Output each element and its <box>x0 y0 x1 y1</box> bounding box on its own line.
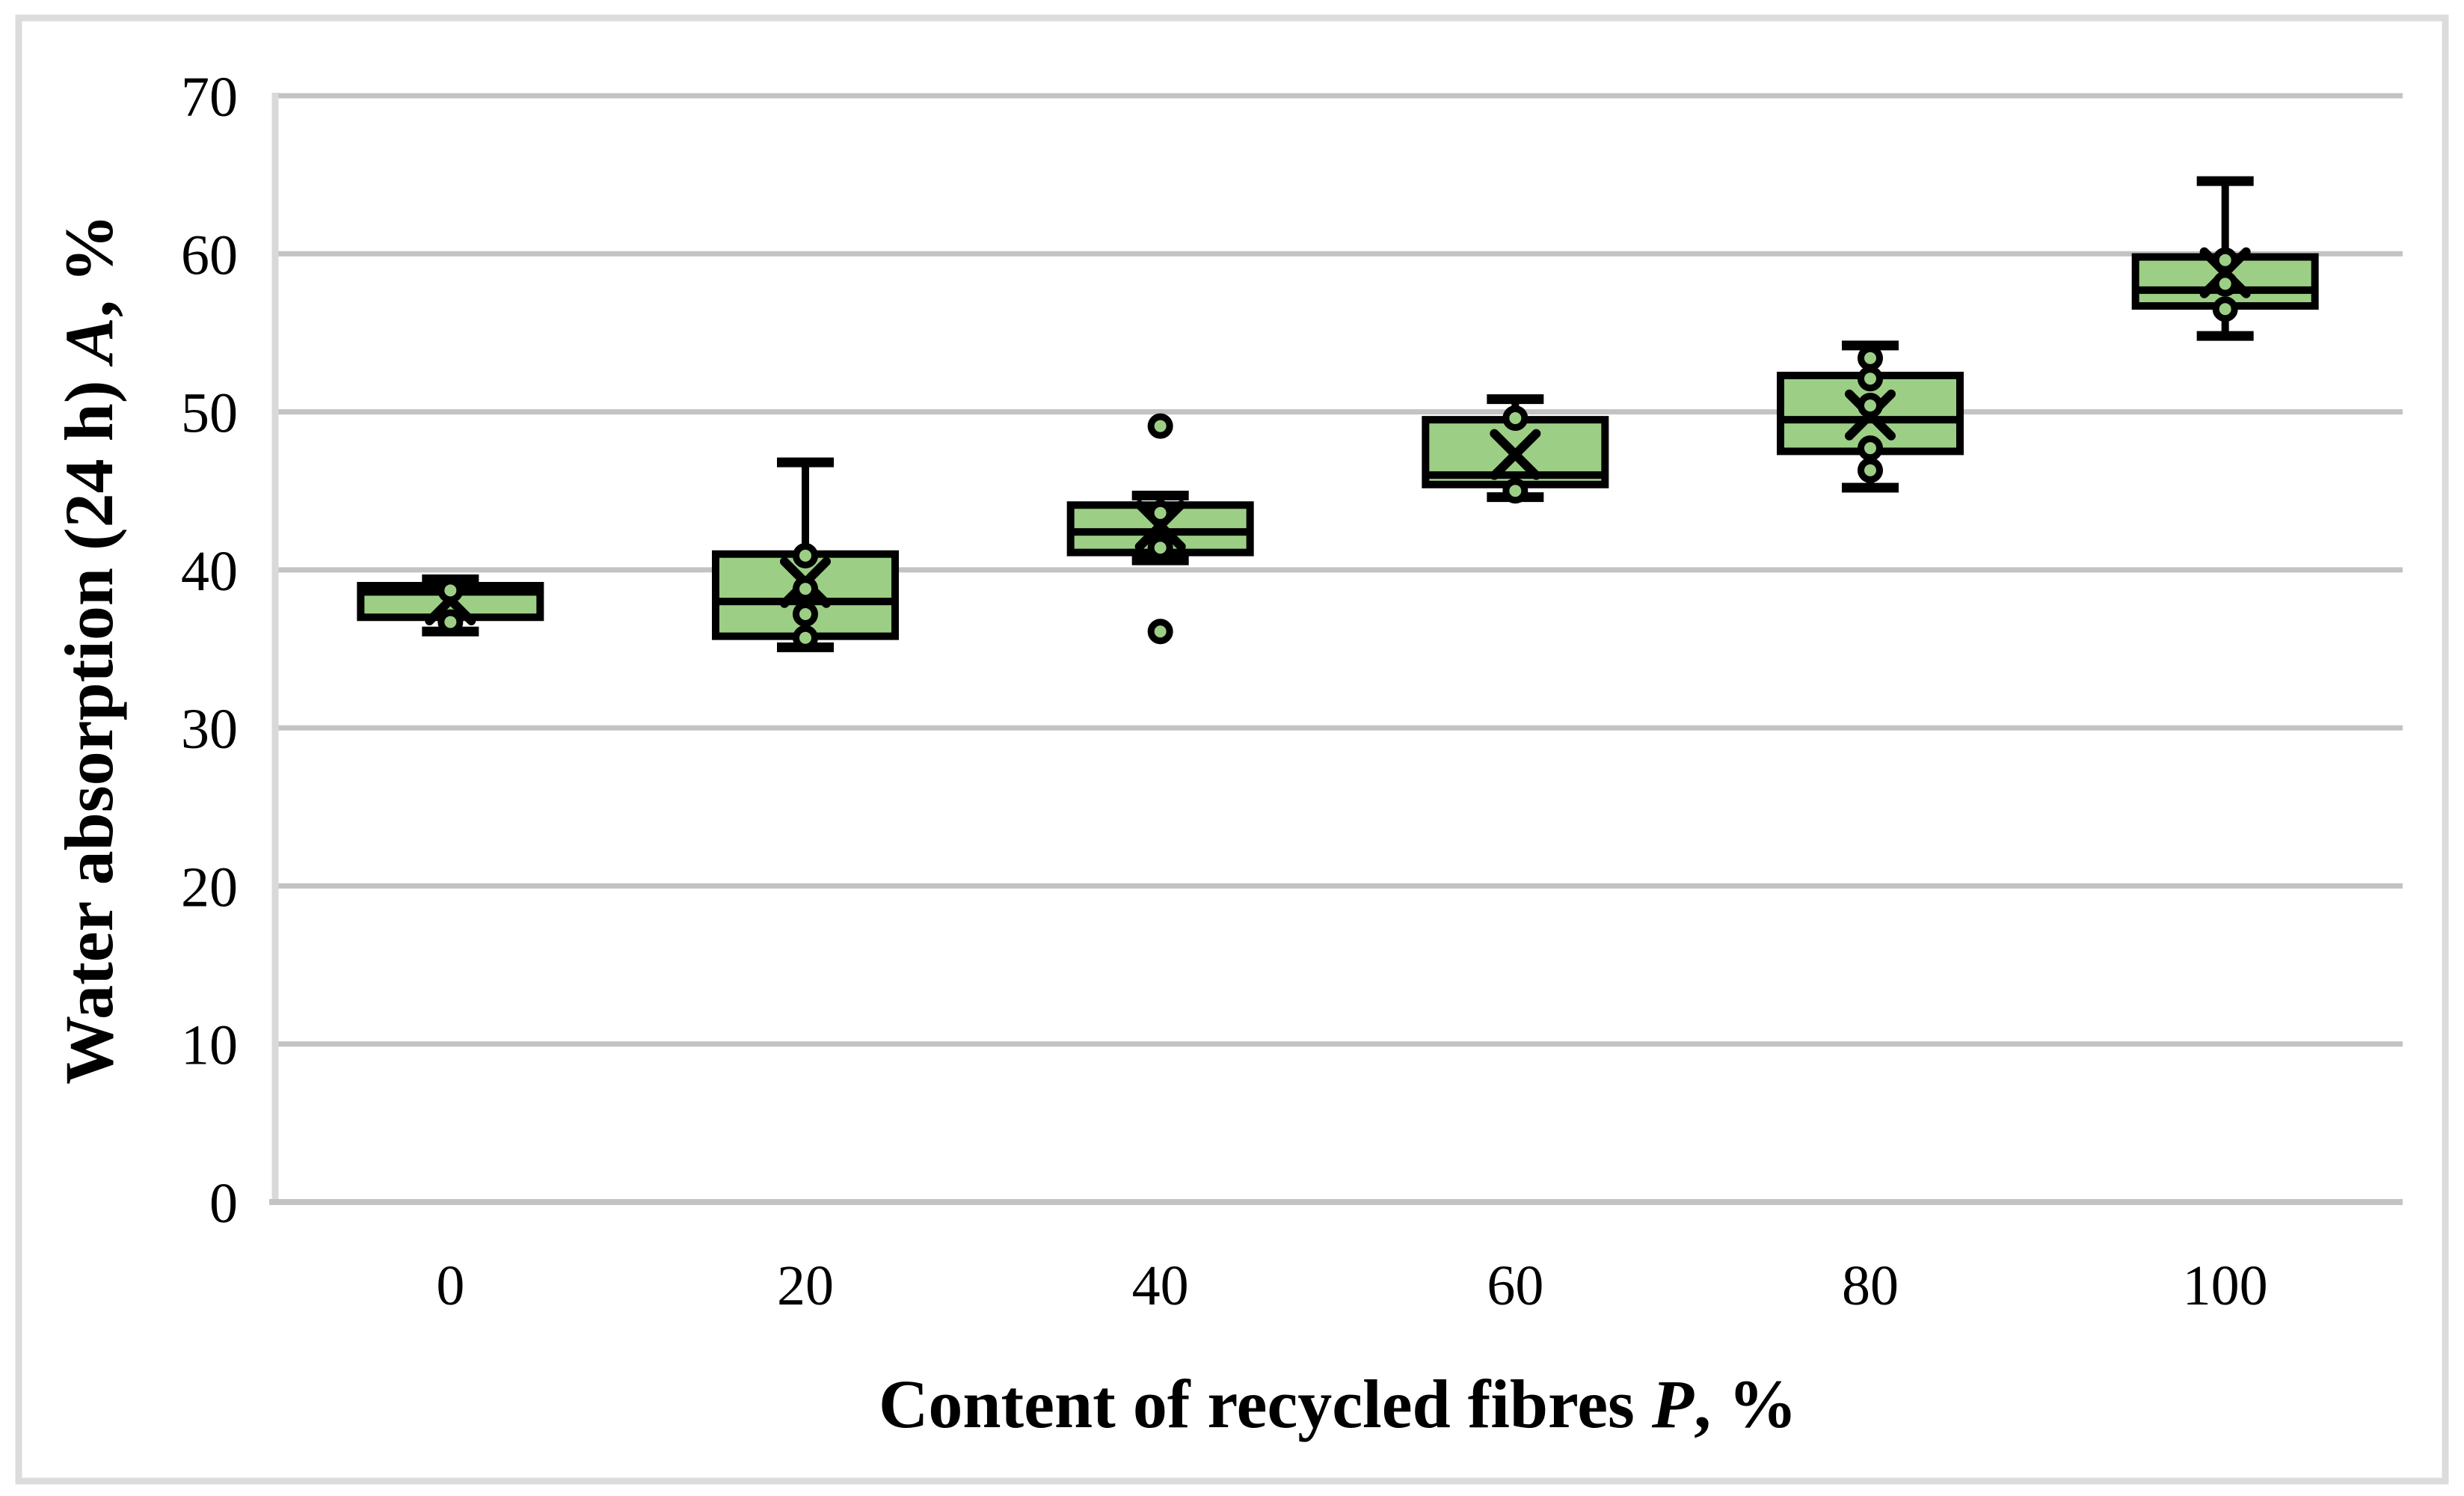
data-point-60-1 <box>1502 478 1529 504</box>
x-tick-label-40: 40 <box>1132 1254 1189 1317</box>
y-tick-label-0: 0 <box>209 1172 238 1235</box>
box-group-80 <box>1777 340 1964 493</box>
y-axis-title-symbol: A <box>51 317 127 367</box>
y-axis-title-prefix: Water absorption (24 h) <box>51 364 127 1085</box>
y-tick-label-40: 40 <box>181 540 238 603</box>
box-group-40 <box>1066 413 1254 645</box>
x-tick-label-80: 80 <box>1842 1254 1899 1317</box>
x-axis-title-prefix: Content of recycled fibres <box>879 1366 1652 1442</box>
y-axis-title: Water absorption (24 h) A, % <box>51 214 127 1085</box>
x-axis-title: Content of recycled fibres P, % <box>879 1366 1797 1442</box>
x-tick-label-60: 60 <box>1487 1254 1543 1317</box>
x-tick-label-20: 20 <box>777 1254 834 1317</box>
x-axis-title-suffix: , % <box>1694 1366 1797 1442</box>
figure-border <box>15 14 2449 1485</box>
data-point-80-3 <box>1858 435 1883 462</box>
data-point-20-1 <box>793 576 818 602</box>
data-point-40-1 <box>1147 535 1173 561</box>
box-group-60 <box>1422 394 1609 504</box>
box-group-0 <box>357 574 544 637</box>
mean-marker-60 <box>1490 429 1541 480</box>
data-point-100-0 <box>2212 247 2238 273</box>
x-tick-label-0: 0 <box>436 1254 464 1317</box>
y-axis-title-suffix: , % <box>51 214 127 317</box>
data-point-20-3 <box>793 625 818 651</box>
y-tick-label-70: 70 <box>181 66 238 129</box>
axes <box>269 93 2403 1205</box>
outlier-point-40-1 <box>1147 619 1173 645</box>
box-group-100 <box>2131 176 2319 341</box>
data-point-80-0 <box>1858 345 1883 371</box>
box-group-20 <box>712 457 899 652</box>
y-tick-label-60: 60 <box>181 224 238 286</box>
data-point-100-1 <box>2212 271 2238 297</box>
y-tick-label-30: 30 <box>181 698 238 761</box>
y-tick-label-20: 20 <box>181 856 238 919</box>
y-tick-label-10: 10 <box>181 1014 238 1077</box>
x-axis-title-symbol: P <box>1651 1366 1695 1442</box>
data-point-0-0 <box>437 577 464 604</box>
data-point-40-0 <box>1147 500 1173 526</box>
data-point-20-0 <box>793 542 818 568</box>
gridlines <box>273 93 2403 1047</box>
tick-labels: 0 10 20 30 40 50 60 70 0 20 40 60 80 100 <box>181 66 2268 1317</box>
data-point-80-4 <box>1858 457 1883 483</box>
y-tick-label-50: 50 <box>181 382 238 445</box>
data-point-80-1 <box>1858 366 1883 392</box>
data-point-0-1 <box>437 609 464 635</box>
data-point-100-2 <box>2212 296 2238 322</box>
data-point-80-2 <box>1858 393 1883 419</box>
outlier-point-40-0 <box>1147 413 1173 439</box>
data-point-20-2 <box>793 601 818 628</box>
figure-frame <box>15 14 2449 1485</box>
box-series <box>357 176 2319 652</box>
data-point-60-0 <box>1502 405 1529 432</box>
x-tick-label-100: 100 <box>2183 1254 2268 1317</box>
